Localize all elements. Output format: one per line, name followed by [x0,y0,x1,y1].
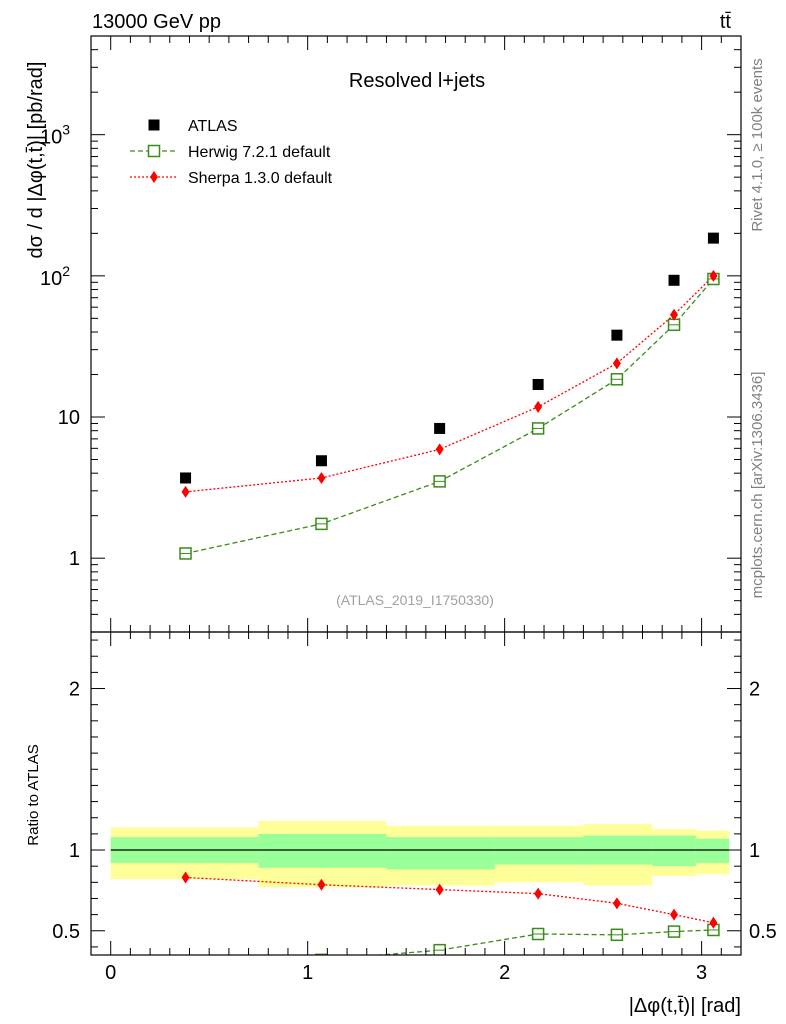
herwig-line [185,278,714,555]
atlas-point [611,329,623,341]
ratio-sherpa-point [181,871,190,884]
ratio-ytick-label-left: 2 [69,679,80,701]
main-ytick-label: 10 [58,407,80,429]
ratio-sherpa-point [709,916,718,929]
ratio-sherpa-point [317,878,326,891]
energy-label: 13000 GeV pp [92,11,221,33]
legend-atlas-marker [148,119,160,131]
ratio-xtick-label: 0 [105,962,116,984]
mcplots-label: mcplots.cern.ch [arXiv:1306.3436] [749,372,766,599]
main-ylabel: dσ / d |Δφ(t,t̄)| [pb/rad] [25,62,47,259]
ratio-ytick-label-right: 1 [749,840,760,862]
ratio-herwig-point [180,961,191,972]
sherpa-point [709,269,718,282]
ratio-xtick-label: 3 [696,962,707,984]
inner-band [386,837,495,870]
ratio-series [180,871,720,972]
atlas-point [532,378,544,390]
ratio-ytick-label-left: 1 [69,840,80,862]
legend-herwig-marker [147,144,161,158]
ratio-ytick-label-right: 0.5 [749,921,777,943]
ratio-sherpa-point [670,908,679,921]
process-label: tt̄ [720,11,732,33]
sherpa-point [612,357,621,370]
analysis-label: (ATLAS_2019_I1750330) [336,592,494,608]
atlas-point [434,422,446,434]
atlas-point [180,472,192,484]
legend: ATLAS Herwig 7.2.1 default Sherpa 1.3.0 de… [130,118,333,187]
ratio-herwig-point [315,953,328,955]
inner-band [494,837,584,865]
sherpa-point [670,308,679,321]
inner-band [652,835,696,867]
ratio-frame [90,631,742,956]
uncertainty-bands [110,820,730,888]
main-title: Resolved l+jets [349,70,485,92]
ratio-herwig-line [372,929,714,955]
main-panel: Resolved l+jets (ATLAS_2019_I1750330) dσ… [25,35,742,633]
ratio-sherpa-point [612,897,621,910]
atlas-point [668,274,680,286]
sherpa-point [534,400,543,413]
ratio-axis-ticks [91,632,741,955]
tick-exponent: 3 [62,122,70,138]
ratio-xtick-labels: 0 1 2 3 [105,962,707,984]
legend-label: Herwig 7.2.1 default [188,144,331,161]
tick-base: 10 [40,127,62,149]
inner-band [695,838,730,863]
ratio-ytick-label-right: 2 [749,679,760,701]
main-ytick-label: 102 [40,263,70,290]
main-axis-ticks [91,35,741,633]
atlas-point [707,232,719,244]
sherpa-line [185,275,714,493]
sherpa-point [317,471,326,484]
legend-label: Sherpa 1.3.0 default [188,170,333,187]
legend-label: ATLAS [188,118,238,135]
ratio-ytick-labels: 0.5 0.5 1 1 2 2 [52,679,777,943]
ratio-sherpa-point [534,887,543,900]
sherpa-point [435,443,444,456]
ratio-xtick-label: 1 [302,962,313,984]
ratio-sherpa-point [435,883,444,896]
ratio-ylabel: Ratio to ATLAS [25,744,42,845]
rivet-label: Rivet 4.1.0, ≥ 100k events [749,58,766,231]
inner-band [258,833,387,868]
main-ytick-label: 103 [40,122,70,149]
main-ytick-label: 1 [69,548,80,570]
ratio-xtick-label: 2 [499,962,510,984]
ratio-ytick-label-left: 0.5 [52,921,80,943]
ratio-panel: 0.5 0.5 1 1 2 2 0 1 2 3 Ratio to ATLAS |Δφ(t,t̄)… [25,631,777,1017]
atlas-point [315,455,327,467]
sherpa-point [181,485,190,498]
tick-exponent: 2 [62,263,70,279]
legend-sherpa-marker [150,171,158,183]
tick-base: 10 [40,268,62,290]
ratio-xlabel: |Δφ(t,t̄)| [rad] [629,995,741,1017]
main-series [179,232,720,560]
